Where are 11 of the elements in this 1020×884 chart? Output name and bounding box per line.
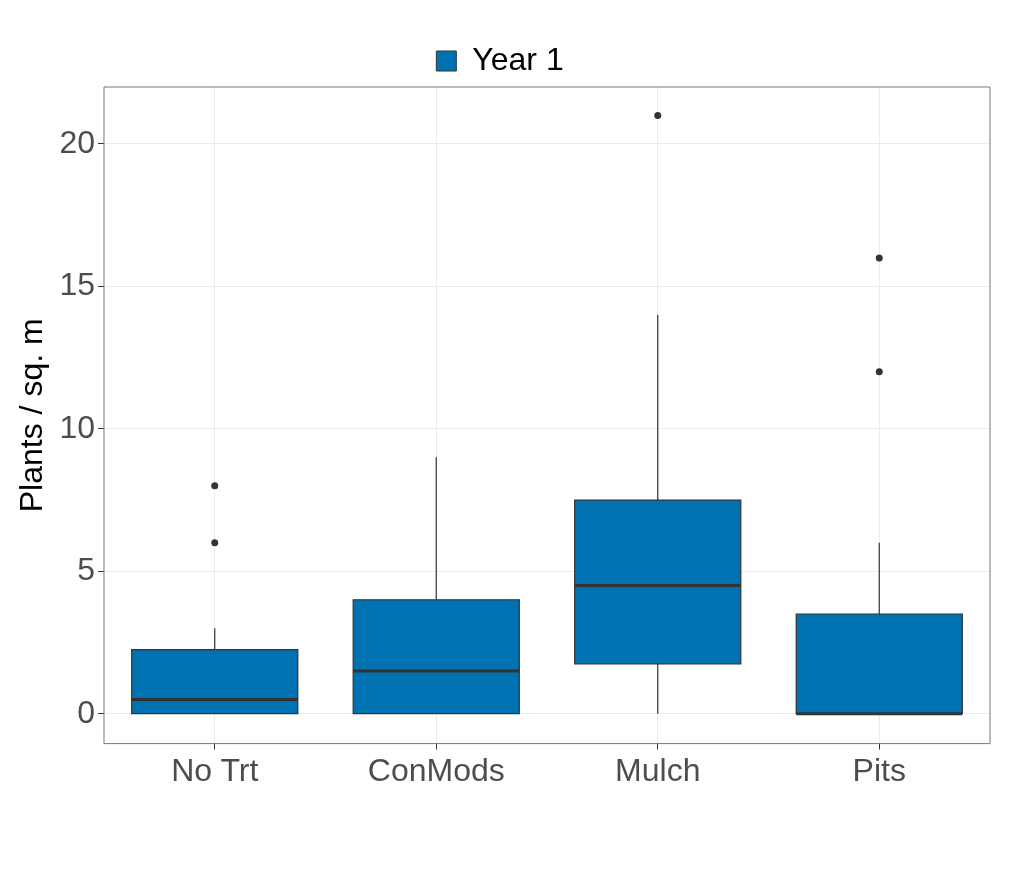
y-tick-label: 15 bbox=[59, 266, 95, 303]
x-tick-label: No Trt bbox=[171, 751, 259, 788]
y-tick-label: 10 bbox=[59, 408, 95, 445]
x-tick-label: Mulch bbox=[615, 751, 701, 788]
x-tick-label: Pits bbox=[852, 751, 906, 788]
y-tick-label: 0 bbox=[77, 693, 95, 730]
legend-label: Year 1 bbox=[472, 40, 564, 77]
y-tick-label: 20 bbox=[59, 123, 95, 160]
x-tick-label: ConMods bbox=[367, 751, 505, 788]
y-tick-label: 5 bbox=[77, 551, 95, 588]
y-axis-title: Plants / sq. m bbox=[13, 318, 50, 513]
